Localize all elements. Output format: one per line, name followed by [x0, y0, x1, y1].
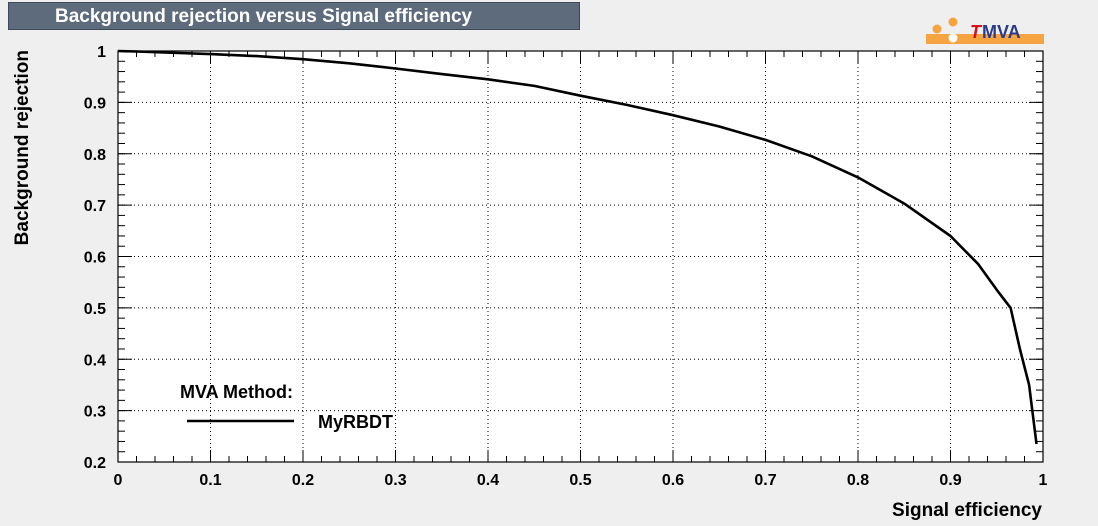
- x-tick-label: 0.5: [569, 472, 591, 489]
- x-tick-labels: 0 0.1 0.2 0.3 0.4 0.5 0.6 0.7 0.8 0.9 1: [114, 472, 1048, 489]
- y-tick-label: 1: [97, 44, 106, 61]
- logo-bar: [926, 34, 1044, 44]
- logo-dot: [932, 24, 942, 34]
- logo-dot: [948, 17, 958, 27]
- y-tick-label: 0.9: [84, 95, 106, 112]
- axis-ticks: [117, 50, 1044, 463]
- x-tick-label: 0.1: [199, 472, 221, 489]
- y-tick-label: 0.2: [84, 455, 106, 472]
- y-tick-label: 0.3: [84, 404, 106, 421]
- chart-title: Background rejection versus Signal effic…: [8, 2, 580, 30]
- x-axis-label: Signal efficiency: [892, 500, 1042, 521]
- grid-lines: [118, 51, 1043, 462]
- y-tick-label: 0.4: [84, 352, 106, 369]
- x-tick-label: 0: [114, 472, 123, 489]
- logo-dot: [948, 33, 958, 43]
- logo-text-mva: MVA: [982, 22, 1021, 42]
- logo-text-t: T: [970, 22, 983, 42]
- tmva-logo: T MVA: [926, 16, 1044, 46]
- y-tick-label: 0.6: [84, 250, 106, 267]
- y-tick-label: 0.8: [84, 147, 106, 164]
- y-tick-labels: 0.2 0.3 0.4 0.5 0.6 0.7 0.8 0.9 1: [84, 44, 106, 472]
- legend-title: MVA Method:: [180, 382, 293, 402]
- x-tick-label: 0.6: [662, 472, 684, 489]
- y-tick-label: 0.7: [84, 198, 106, 215]
- x-tick-label: 0.4: [477, 472, 499, 489]
- series-line-myrbdt: [117, 49, 1038, 445]
- x-tick-label: 0.8: [847, 472, 869, 489]
- x-tick-label: 0.7: [754, 472, 776, 489]
- x-tick-label: 0.3: [384, 472, 406, 489]
- legend-label-myrbdt: MyRBDT: [318, 412, 393, 432]
- x-tick-label: 0.2: [292, 472, 314, 489]
- x-tick-label: 0.9: [939, 472, 961, 489]
- y-axis-label: Background rejection: [12, 50, 33, 245]
- y-tick-label: 0.5: [84, 301, 106, 318]
- x-tick-label: 1: [1039, 472, 1048, 489]
